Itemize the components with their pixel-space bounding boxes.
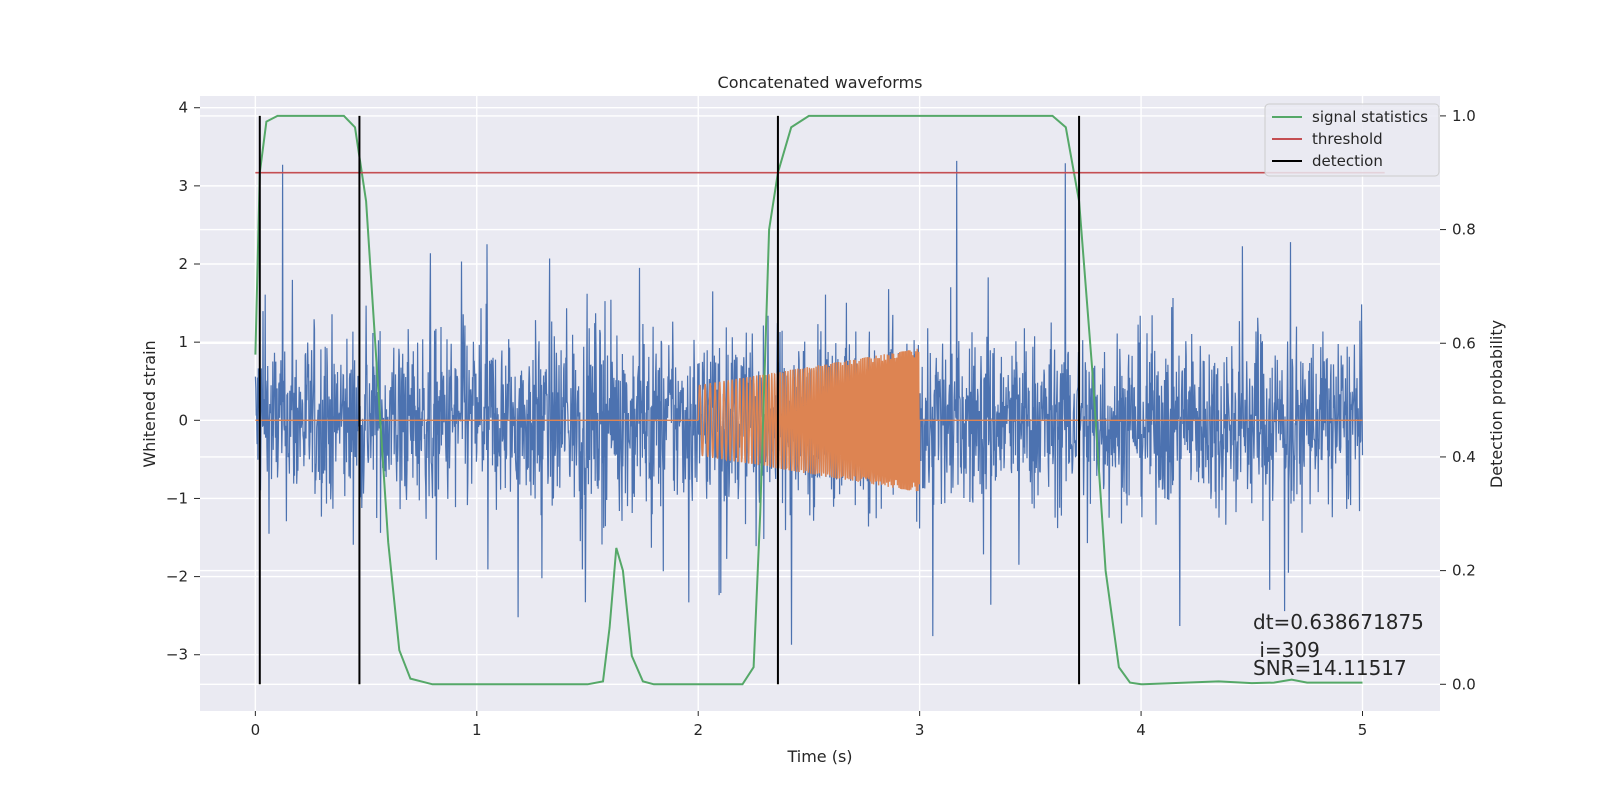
y2-tick-label: 0.2	[1452, 562, 1476, 580]
x-tick-label: 2	[693, 721, 703, 739]
legend-label: detection	[1312, 152, 1383, 170]
y-tick-label: −3	[166, 646, 188, 664]
y-tick-label: 3	[178, 177, 188, 195]
y-tick-label: 0	[178, 411, 188, 429]
legend-label: signal statistics	[1312, 108, 1428, 126]
x-tick-label: 4	[1136, 721, 1146, 739]
legend-frame	[1264, 103, 1440, 177]
series-injected-signal	[255, 348, 1363, 492]
axes-layer: 0 1 2 3 4 5 −3 −2 −1 0 1 2 3 4 0.0 0.2 0.4 0.6 0.8 1.0	[166, 99, 1476, 739]
legend-label: threshold	[1312, 130, 1383, 148]
x-tick-label: 3	[915, 721, 925, 739]
x-tick-label: 1	[472, 721, 482, 739]
y-tick-label: 1	[178, 333, 188, 351]
y-tick-label: 4	[178, 99, 188, 117]
x-tick-label: 5	[1358, 721, 1368, 739]
series-layer	[254, 114, 1385, 686]
y-tick-label: −2	[166, 568, 188, 586]
y-axis-label: Whitened strain	[140, 340, 159, 467]
y2-tick-label: 0.4	[1452, 448, 1476, 466]
x-tick-label: 0	[251, 721, 261, 739]
legend: signal statistics threshold detection	[1264, 103, 1440, 177]
y2-axis-label: Detection probability	[1487, 320, 1506, 488]
y-tick-label: 2	[178, 255, 188, 273]
annotation-i: i=309	[1253, 638, 1320, 662]
series-signal-statistics	[254, 114, 1363, 686]
y2-tick-label: 0.0	[1452, 675, 1476, 693]
x-axis-label: Time (s)	[786, 747, 852, 766]
annotation-snr: SNR=14.11517	[1253, 656, 1407, 680]
y-tick-label: −1	[166, 489, 188, 507]
annotation-dt: dt=0.638671875	[1253, 610, 1424, 634]
y2-tick-label: 0.8	[1452, 221, 1476, 239]
y2-tick-label: 1.0	[1452, 107, 1476, 125]
chart-title: Concatenated waveforms	[718, 73, 923, 92]
y2-tick-label: 0.6	[1452, 334, 1476, 352]
